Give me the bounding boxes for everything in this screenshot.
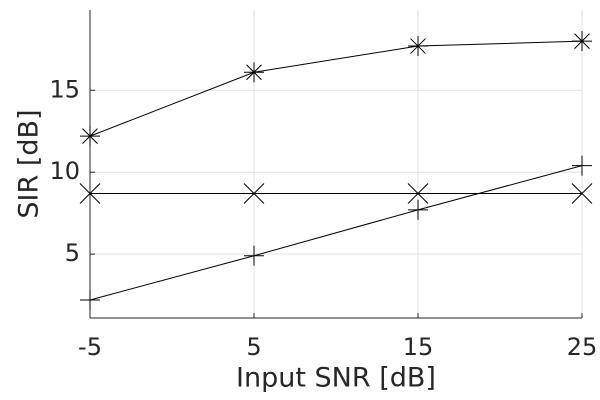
marker [80, 289, 100, 310]
marker [408, 36, 428, 57]
marker [244, 62, 264, 83]
marker [79, 183, 101, 204]
y-tick-label: 10 [49, 157, 80, 185]
x-tick-label: -5 [78, 333, 102, 361]
marker [572, 31, 592, 52]
y-tick-label: 5 [65, 239, 80, 267]
marker [80, 126, 100, 147]
x-tick-label: 5 [246, 333, 261, 361]
marker [572, 155, 592, 176]
y-axis-label: SIR [dB] [14, 109, 45, 218]
x-tick-label: 15 [403, 333, 434, 361]
series-line [89, 165, 583, 301]
x-tick-label: 25 [567, 333, 598, 361]
marker [243, 183, 265, 204]
marker [571, 183, 593, 204]
marker [408, 199, 428, 220]
y-tick-label: 15 [49, 75, 80, 103]
series-line [89, 40, 583, 137]
x-axis-label: Input SNR [dB] [236, 363, 436, 394]
marker [407, 183, 429, 204]
marker [244, 245, 264, 266]
